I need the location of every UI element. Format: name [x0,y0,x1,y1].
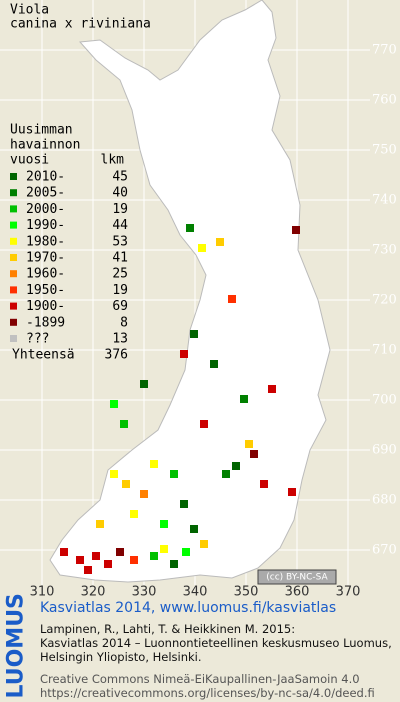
license-badge: (cc) BY-NC-SA [257,569,337,585]
x-label: 370 [336,585,361,599]
legend-count: 44 [112,218,128,233]
legend-swatch [10,302,17,310]
legend-label: ??? [26,332,49,347]
license-line: Creative Commons Nimeä-EiKaupallinen-Jaa… [40,672,360,686]
legend-label: 1960- [26,267,65,282]
legend-count: 19 [112,283,128,298]
y-label: 720 [372,293,397,308]
y-label: 740 [372,193,397,208]
legend-count: 41 [112,251,128,266]
legend-label: 2010- [26,170,65,185]
y-label: 730 [372,243,397,258]
legend-swatch [10,173,17,180]
y-label: 670 [372,543,397,558]
citation-line: Helsingin Yliopisto, Helsinki. [40,650,202,664]
legend-count: 45 [112,170,128,185]
legend-heading: lkm [101,153,125,168]
legend-swatch [10,237,17,245]
x-label: 350 [234,585,259,599]
atlas-link[interactable]: Kasviatlas 2014, www.luomus.fi/kasviatla… [40,600,337,616]
x-label: 340 [183,585,208,599]
legend-swatch [10,286,17,294]
y-label: 750 [372,143,397,158]
legend-count: 69 [112,299,128,314]
observation-squares [60,224,300,574]
legend-count: 40 [112,186,128,201]
legend-swatch [10,189,17,197]
license-badge-text: (cc) BY-NC-SA [266,573,328,583]
logo: LUOMUS [3,593,29,699]
legend-heading: Uusimman [10,123,73,138]
legend-count: 13 [112,332,128,347]
citation-line: Kasviatlas 2014 – Luonnontieteellinen ke… [40,636,392,650]
legend-swatch [10,205,17,213]
legend-total-label: Yhteensä [12,348,75,363]
x-label: 320 [81,585,106,599]
legend-heading: vuosi [10,153,49,168]
legend-swatch [10,270,17,278]
y-label: 700 [372,393,397,408]
legend-label: 1980- [26,234,65,249]
legend-swatch [10,221,17,229]
legend-count: 25 [112,267,128,282]
license: Creative Commons Nimeä-EiKaupallinen-Jaa… [40,672,400,700]
y-label: 710 [372,343,397,358]
citation-line: Lampinen, R., Lahti, T. & Heikkinen M. 2… [40,622,296,636]
species-name: Viola [10,3,49,18]
legend-count: 19 [112,202,128,217]
legend-label: 1970- [26,251,65,266]
legend-label: 2000- [26,202,65,217]
x-label: 330 [132,585,157,599]
footer: LUOMUS Kasviatlas 2014, www.luomus.fi/ka… [0,593,400,702]
legend-swatch [10,335,17,342]
legend: Viola canina x riviniana Uusimman havain… [10,3,151,363]
license-line: https://creativecommons.org/licenses/by-… [40,686,375,700]
legend-label: 1990- [26,218,65,233]
finland-outline [49,0,331,583]
legend-count: 8 [120,315,128,330]
y-label: 770 [372,43,397,58]
legend-label: 1900- [26,299,65,314]
legend-label: 2005- [26,186,65,201]
map: 310 320 330 340 350 360 370 770 760 750 740 730 720 7… [0,0,397,600]
species-name: canina x riviniana [10,17,151,32]
legend-total-count: 376 [105,348,128,363]
x-label: 360 [285,585,310,599]
legend-heading: havainnon [10,138,80,153]
y-label: 690 [372,443,397,458]
legend-count: 53 [112,234,128,249]
citation: Lampinen, R., Lahti, T. & Heikkinen M. 2… [40,622,400,664]
x-label: 310 [30,585,55,599]
y-label: 680 [372,493,397,508]
legend-label: 1950- [26,283,65,298]
legend-swatch [10,254,17,261]
legend-label: -1899 [26,315,65,330]
legend-swatch [10,318,17,326]
y-label: 760 [372,93,397,108]
